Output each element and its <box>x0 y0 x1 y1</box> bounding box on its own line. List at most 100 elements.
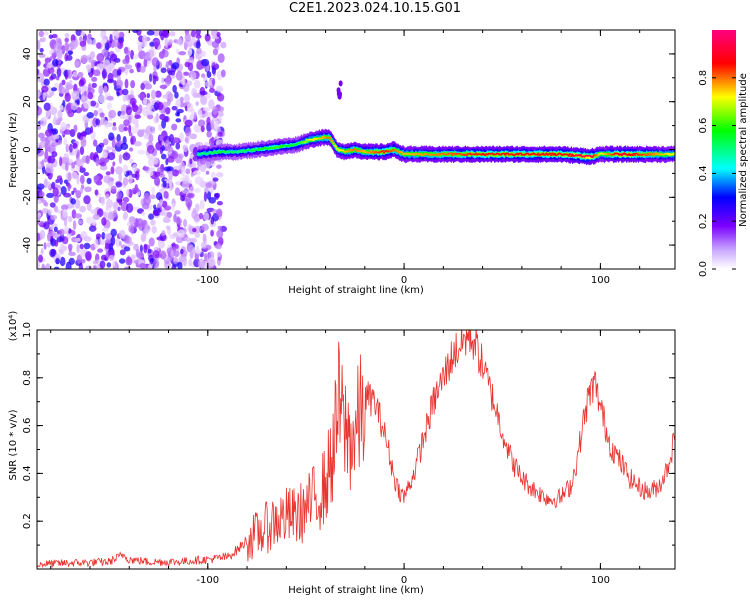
x-tick-label: 0 <box>401 275 407 286</box>
ridge-segment <box>320 137 324 140</box>
noise-blob <box>160 67 167 74</box>
noise-blob <box>107 72 114 83</box>
noise-blob <box>212 177 219 182</box>
noise-blob <box>199 164 207 172</box>
noise-blob <box>191 247 196 255</box>
colorbar-tick-label: 0.8 <box>698 70 709 86</box>
noise-blob <box>92 69 101 77</box>
noise-blob <box>87 82 92 93</box>
noise-blob <box>78 86 86 92</box>
noise-blob <box>45 108 51 118</box>
noise-blob <box>37 212 42 218</box>
noise-blob <box>193 79 201 89</box>
noise-blob <box>198 258 205 269</box>
ridge-segment <box>503 153 507 156</box>
noise-blob <box>89 100 97 107</box>
noise-blob <box>85 265 93 269</box>
noise-blob <box>44 139 51 150</box>
noise-blob <box>168 39 173 45</box>
noise-blob <box>204 33 211 42</box>
noise-blob <box>41 159 45 168</box>
noise-blob <box>174 187 181 196</box>
noise-blob <box>86 112 94 119</box>
ridge-segment <box>567 154 571 157</box>
noise-blob <box>143 243 148 254</box>
noise-blob <box>99 112 105 118</box>
ridge-segment <box>553 152 557 155</box>
noise-blob <box>88 56 92 63</box>
noise-blob <box>195 34 202 39</box>
noise-blob <box>81 95 86 101</box>
snr-y-axis-label: SNR (10 * v/v) <box>8 409 19 480</box>
noise-blob <box>128 132 133 137</box>
noise-blob <box>61 204 69 211</box>
noise-blob <box>47 233 51 242</box>
noise-blob <box>112 122 117 127</box>
ridge-segment <box>235 151 239 154</box>
noise-blob <box>165 225 171 230</box>
noise-blob <box>196 47 202 55</box>
noise-blob <box>37 106 43 116</box>
noise-blob <box>95 233 102 239</box>
noise-blob <box>148 134 154 143</box>
ridge-segment <box>450 154 454 156</box>
noise-blob <box>187 49 193 57</box>
ridge-segment <box>279 144 282 147</box>
colorbar-label: Normalized spectral amplitude <box>738 73 749 227</box>
noise-blob <box>175 112 180 117</box>
noise-blob <box>216 201 223 206</box>
noise-blob <box>90 209 98 215</box>
noise-blob <box>42 116 49 121</box>
noise-blob <box>115 79 123 89</box>
ridge-segment <box>393 148 397 151</box>
noise-blob <box>164 38 169 48</box>
noise-blob <box>148 237 155 247</box>
noise-blob <box>184 93 190 104</box>
noise-blob <box>37 183 45 190</box>
noise-blob <box>158 199 163 207</box>
noise-blob <box>218 106 224 112</box>
noise-blob <box>184 126 192 137</box>
ridge-segment <box>519 152 523 155</box>
spectrogram-heat-layer <box>37 30 675 269</box>
noise-blob <box>43 78 50 86</box>
noise-blob <box>43 31 49 36</box>
noise-blob <box>212 48 219 56</box>
noise-blob <box>174 210 181 215</box>
noise-blob <box>147 114 154 120</box>
noise-blob <box>125 106 132 116</box>
noise-blob <box>163 190 169 199</box>
ridge-segment <box>328 136 332 139</box>
noise-blob <box>53 42 62 53</box>
noise-blob <box>201 58 210 67</box>
noise-blob <box>162 94 168 99</box>
noise-blob <box>130 135 137 145</box>
ridge-segment <box>544 153 547 156</box>
ridge-segment <box>548 152 552 155</box>
noise-blob <box>215 172 224 178</box>
noise-blob <box>112 201 119 211</box>
noise-blob <box>130 80 136 89</box>
noise-blob <box>190 172 194 177</box>
noise-blob <box>44 150 49 159</box>
noise-blob <box>218 116 223 121</box>
ridge-segment <box>256 149 260 152</box>
secondary-feature-blob <box>337 93 342 100</box>
noise-blob <box>152 250 160 259</box>
noise-blob <box>208 99 215 110</box>
noise-blob <box>132 104 139 113</box>
noise-blob <box>132 30 139 34</box>
noise-blob <box>169 31 176 37</box>
noise-blob <box>43 221 50 230</box>
noise-blob <box>51 151 58 158</box>
noise-blob <box>159 250 167 260</box>
noise-blob <box>101 68 108 79</box>
ridge-segment <box>217 150 221 153</box>
noise-blob <box>111 185 117 193</box>
noise-blob <box>194 176 203 185</box>
noise-blob <box>206 116 211 126</box>
noise-blob <box>103 85 108 94</box>
noise-blob <box>50 214 58 221</box>
noise-blob <box>54 239 59 247</box>
ridge-segment <box>474 152 478 155</box>
